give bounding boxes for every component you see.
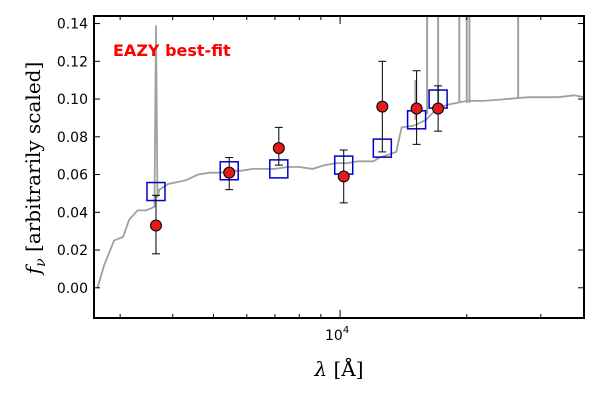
x-axis-unit: [Å] bbox=[327, 356, 363, 381]
observed-point bbox=[223, 166, 236, 179]
x-tick-label: 104 bbox=[325, 325, 349, 344]
model-photometry bbox=[146, 89, 448, 202]
y-tick-label: 0.06 bbox=[57, 168, 88, 184]
y-tick-label: 0.02 bbox=[57, 243, 88, 259]
y-axis-subscript: ν bbox=[33, 258, 49, 267]
observed-photometry bbox=[149, 60, 445, 255]
y-tick-label: 0.12 bbox=[57, 54, 88, 70]
observed-point bbox=[432, 102, 445, 115]
x-axis-symbol: λ bbox=[313, 357, 327, 381]
y-axis-label: fν [arbitrarily scaled] bbox=[21, 62, 49, 277]
axis-ticks: 0.00 0.02 0.04 0.06 0.08 0.10 0.12 0.14 104 bbox=[57, 16, 584, 344]
observed-point bbox=[337, 170, 350, 183]
y-tick-label: 0.10 bbox=[57, 92, 88, 108]
observed-point bbox=[410, 102, 423, 115]
x-tick-label-exponent: 4 bbox=[343, 325, 349, 336]
x-axis-label: λ [Å] bbox=[313, 356, 363, 381]
y-tick-label: 0.04 bbox=[57, 205, 88, 221]
x-tick-label-base: 10 bbox=[325, 328, 343, 344]
observed-point bbox=[272, 142, 285, 155]
y-tick-label: 0.14 bbox=[57, 17, 88, 33]
annotation-label: EAZY best-fit bbox=[113, 41, 231, 60]
observed-point bbox=[149, 219, 162, 232]
y-tick-label: 0.08 bbox=[57, 130, 88, 146]
y-axis-text: [arbitrarily scaled] bbox=[21, 62, 45, 259]
observed-point bbox=[376, 100, 389, 113]
y-tick-label: 0.00 bbox=[57, 281, 88, 297]
plot-frame bbox=[93, 15, 585, 319]
